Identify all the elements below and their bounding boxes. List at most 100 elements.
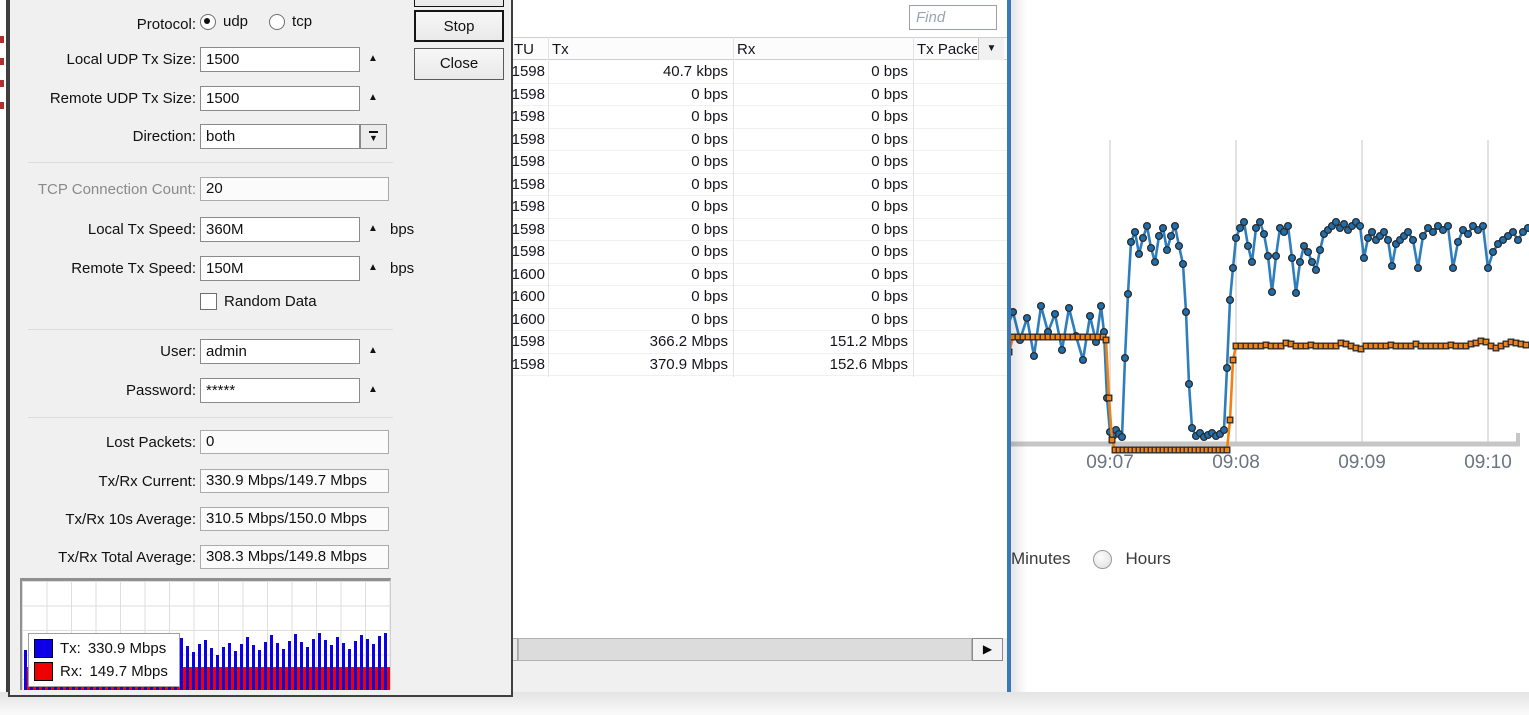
random-data-checkbox[interactable] — [200, 293, 217, 310]
cell-tx: 0 bps — [691, 175, 728, 193]
table-row[interactable]: 1598 40.7 kbps 0 bps — [505, 61, 1007, 84]
minutes-label[interactable]: Minutes — [1011, 549, 1071, 568]
column-header-tx-packet[interactable]: Tx Packe — [917, 41, 977, 58]
clipped-button[interactable] — [414, 0, 504, 7]
direction-dropdown-button[interactable]: ▼ — [360, 124, 387, 149]
spinner-up-icon[interactable]: ▲ — [368, 345, 378, 356]
local-udp-tx-size-input[interactable] — [200, 47, 360, 72]
table-row[interactable]: 1598 0 bps 0 bps — [505, 106, 1007, 129]
cell-tx: 366.2 Mbps — [649, 333, 728, 350]
txrx-current-value: 330.9 Mbps/149.7 Mbps — [200, 469, 389, 493]
udp-radio[interactable] — [200, 13, 216, 30]
cell-tx: 0 bps — [691, 265, 728, 283]
table-row[interactable]: 1598 0 bps 0 bps — [505, 84, 1007, 106]
cell-tx: 370.9 Mbps — [649, 355, 728, 373]
cell-mtu: 1598 — [511, 355, 545, 373]
column-header-tx[interactable]: Tx — [552, 41, 569, 58]
rx-bar — [225, 667, 228, 690]
tx-bar — [360, 635, 363, 690]
throughput-mini-graph: Tx: 330.9 Mbps Rx: 149.7 Mbps — [20, 578, 391, 690]
cell-tx: 0 bps — [691, 288, 728, 305]
tx-bar — [372, 644, 375, 690]
rx-markers — [1003, 333, 1529, 454]
spinner-up-icon[interactable]: ▲ — [368, 92, 378, 103]
traffic-chart-window: 09:07 09:08 09:09 09:10 Minutes Hours — [1003, 0, 1529, 715]
table-row[interactable]: 1598 370.9 Mbps 152.6 Mbps — [505, 354, 1007, 376]
tx-bar — [222, 647, 225, 690]
divider — [28, 162, 393, 163]
column-header-mtu[interactable]: TU — [514, 41, 534, 58]
protocol-label: Protocol: — [136, 16, 196, 33]
tx-bar — [240, 644, 243, 690]
scrollbar-right-arrow-icon[interactable]: ▶ — [972, 638, 1003, 661]
table-row[interactable]: 1600 0 bps 0 bps — [505, 264, 1007, 286]
tx-bar — [258, 650, 261, 690]
tx-bar — [348, 649, 351, 690]
cell-tx: 0 bps — [691, 130, 728, 148]
table-row[interactable]: 1598 0 bps 0 bps — [505, 196, 1007, 219]
password-input[interactable] — [200, 378, 360, 403]
cell-rx: 0 bps — [871, 220, 908, 238]
local-tx-speed-unit: bps — [390, 221, 415, 238]
hours-label[interactable]: Hours — [1125, 549, 1171, 568]
find-input[interactable] — [909, 5, 997, 30]
horizontal-scrollbar[interactable]: ▶ — [505, 638, 1007, 662]
minigraph-legend: Tx: 330.9 Mbps Rx: 149.7 Mbps — [28, 633, 180, 687]
txrx-current-label: Tx/Rx Current: — [98, 473, 196, 490]
table-row[interactable]: 1598 0 bps 0 bps — [505, 174, 1007, 196]
txrx-10s-average-value: 310.5 Mbps/150.0 Mbps — [200, 507, 389, 531]
table-row[interactable]: 1600 0 bps 0 bps — [505, 286, 1007, 309]
divider — [28, 329, 393, 330]
random-data-label[interactable]: Random Data — [224, 293, 317, 310]
spinner-up-icon[interactable]: ▲ — [368, 384, 378, 395]
column-header-rx[interactable]: Rx — [737, 41, 756, 58]
rx-bar — [387, 667, 390, 690]
stop-button[interactable]: Stop — [414, 10, 504, 42]
tx-bar — [186, 646, 189, 690]
rx-bar — [333, 667, 336, 690]
table-row[interactable]: 1598 0 bps 0 bps — [505, 241, 1007, 264]
tx-markers — [1003, 217, 1529, 442]
rx-bar — [321, 667, 324, 690]
udp-radio-label[interactable]: udp — [223, 13, 249, 30]
legend-tx-row: Tx: 330.9 Mbps — [34, 637, 174, 660]
rx-bar — [267, 667, 270, 690]
local-tx-speed-input[interactable] — [200, 217, 360, 242]
local-tx-speed-label: Local Tx Speed: — [87, 221, 196, 238]
user-input[interactable] — [200, 339, 360, 364]
cell-rx: 0 bps — [871, 288, 908, 305]
column-divider — [913, 37, 914, 377]
hours-radio[interactable] — [1092, 549, 1112, 569]
spinner-up-icon[interactable]: ▲ — [368, 223, 378, 234]
table-row[interactable]: 1598 0 bps 0 bps — [505, 219, 1007, 241]
column-chooser-dropdown-icon[interactable]: ▼ — [978, 38, 1004, 60]
legend-tx-value: 330.9 Mbps — [87, 640, 167, 657]
remote-tx-speed-input[interactable] — [200, 256, 360, 281]
scrollbar-track[interactable] — [518, 638, 972, 661]
tcp-radio[interactable] — [269, 13, 286, 30]
remote-tx-speed-label: Remote Tx Speed: — [71, 260, 196, 277]
rx-bar — [327, 667, 330, 690]
direction-input[interactable] — [200, 124, 360, 149]
tx-bar — [300, 642, 303, 690]
rx-bar — [273, 667, 276, 690]
table-rows: 1598 40.7 kbps 0 bps 1598 0 bps 0 bps 1598 0 bp… — [505, 61, 1007, 377]
tx-bar — [294, 634, 297, 690]
remote-udp-tx-size-input[interactable] — [200, 86, 360, 111]
spinner-up-icon[interactable]: ▲ — [368, 262, 378, 273]
rx-bar — [195, 667, 198, 690]
table-row[interactable]: 1600 0 bps 0 bps — [505, 309, 1007, 331]
rx-bar — [189, 667, 192, 690]
close-button[interactable]: Close — [414, 48, 504, 80]
table-row[interactable]: 1598 0 bps 0 bps — [505, 151, 1007, 174]
cell-tx: 40.7 kbps — [662, 63, 728, 80]
table-row[interactable]: 1598 0 bps 0 bps — [505, 129, 1007, 151]
rx-bar — [243, 667, 246, 690]
spinner-up-icon[interactable]: ▲ — [368, 53, 378, 64]
tcp-radio-label[interactable]: tcp — [292, 13, 313, 30]
cell-mtu: 1598 — [511, 130, 545, 148]
rx-bar — [351, 667, 354, 690]
table-row[interactable]: 1598 366.2 Mbps 151.2 Mbps — [505, 331, 1007, 354]
random-data-row: Random Data — [200, 293, 317, 310]
